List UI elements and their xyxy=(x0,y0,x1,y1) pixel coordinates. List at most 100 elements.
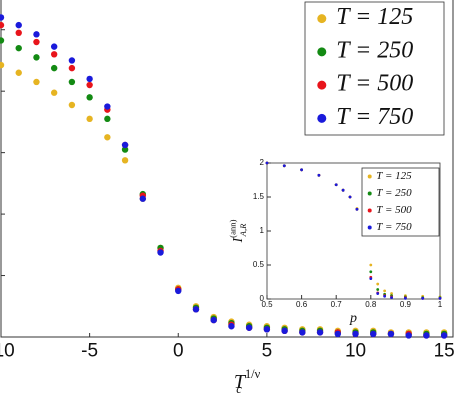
data-point xyxy=(104,115,111,123)
label-part: p xyxy=(349,311,357,326)
data-point xyxy=(0,21,5,29)
y-tick-label: 2 xyxy=(260,158,265,167)
data-point xyxy=(68,57,76,64)
data-point xyxy=(245,324,253,331)
data-point xyxy=(175,287,182,295)
data-point xyxy=(376,292,380,295)
data-point xyxy=(139,195,147,202)
x-tick-label: 0.6 xyxy=(296,300,308,309)
legend-label: T = 250 xyxy=(376,187,412,199)
data-point xyxy=(157,249,164,256)
label-part: T xyxy=(234,371,247,393)
data-point xyxy=(228,323,235,330)
label-part: 1/ν xyxy=(245,367,261,381)
x-tick-label: 0.5 xyxy=(261,300,273,309)
legend-label: T = 125 xyxy=(336,4,413,30)
legend-marker xyxy=(367,191,372,196)
data-point xyxy=(68,64,76,72)
data-point xyxy=(404,296,407,300)
legend-marker xyxy=(317,80,327,90)
data-point xyxy=(192,306,200,313)
data-point xyxy=(440,332,448,339)
x-tick-label: 0.7 xyxy=(331,300,343,309)
data-point xyxy=(50,51,58,58)
data-point xyxy=(282,164,286,168)
data-point xyxy=(86,75,93,83)
data-point xyxy=(15,21,22,29)
legend-marker xyxy=(367,225,372,230)
y-tick-label: 0 xyxy=(260,294,265,303)
data-point xyxy=(300,168,303,172)
legend-marker xyxy=(367,208,372,213)
data-point xyxy=(281,327,288,335)
axis-label: I(ann)A,R xyxy=(227,219,248,243)
label-part: (ann) xyxy=(227,219,237,237)
legend-label: T = 500 xyxy=(336,71,413,97)
data-point xyxy=(348,195,352,199)
label-part: I xyxy=(231,236,246,243)
data-point xyxy=(369,277,373,280)
data-point xyxy=(33,54,40,61)
data-point xyxy=(33,31,40,38)
legend-label: T = 125 xyxy=(376,170,412,182)
data-point xyxy=(121,141,129,149)
data-point xyxy=(104,134,111,141)
data-point xyxy=(355,207,359,211)
data-point xyxy=(423,332,430,339)
legend-marker xyxy=(317,14,327,24)
data-point xyxy=(390,296,393,300)
axis-label: p xyxy=(349,311,357,326)
data-point xyxy=(86,115,93,123)
data-point xyxy=(376,288,380,291)
data-point xyxy=(104,103,111,110)
data-point xyxy=(316,329,324,336)
x-tick-label: 1 xyxy=(438,300,443,309)
data-point xyxy=(121,146,129,153)
data-point xyxy=(121,157,129,164)
data-point xyxy=(438,296,442,300)
data-point xyxy=(50,64,58,72)
data-point xyxy=(0,37,5,44)
data-point xyxy=(263,326,271,333)
data-point xyxy=(33,38,40,46)
x-tick-label: -5 xyxy=(81,340,98,361)
legend-marker xyxy=(367,174,372,179)
y-tick-label: 1 xyxy=(260,226,265,235)
data-point xyxy=(421,296,425,300)
data-point xyxy=(390,292,393,295)
data-point xyxy=(33,78,40,86)
data-point xyxy=(265,161,269,165)
legend-label: T = 500 xyxy=(376,204,412,216)
data-point xyxy=(387,330,395,338)
legend-label: T = 750 xyxy=(376,221,412,233)
data-point xyxy=(210,316,217,324)
data-point xyxy=(15,44,22,52)
label-part: c xyxy=(236,382,242,396)
data-point xyxy=(0,61,5,69)
y-tick-label: 1.5 xyxy=(253,192,265,201)
data-point xyxy=(341,188,345,192)
legend-box xyxy=(361,167,440,237)
data-point xyxy=(334,183,338,187)
x-tick-label: -10 xyxy=(0,340,15,361)
data-point xyxy=(50,89,58,96)
data-point xyxy=(370,330,377,338)
x-tick-label: 0.8 xyxy=(365,300,377,309)
legend-marker xyxy=(317,47,327,57)
data-point xyxy=(334,330,341,338)
data-point xyxy=(405,332,412,339)
legend-label: T = 250 xyxy=(336,37,413,63)
label-part: A,R xyxy=(238,223,248,237)
legend-marker xyxy=(317,113,327,123)
x-tick-label: 0 xyxy=(173,340,184,361)
data-point xyxy=(0,14,5,21)
data-point xyxy=(299,329,306,336)
x-tick-label: 10 xyxy=(345,340,366,361)
data-point xyxy=(352,330,359,338)
data-point xyxy=(15,69,22,76)
data-point xyxy=(50,43,58,50)
axis-label: T1/ν c xyxy=(234,367,261,396)
data-point xyxy=(68,78,76,86)
x-tick-label: 15 xyxy=(434,340,455,361)
